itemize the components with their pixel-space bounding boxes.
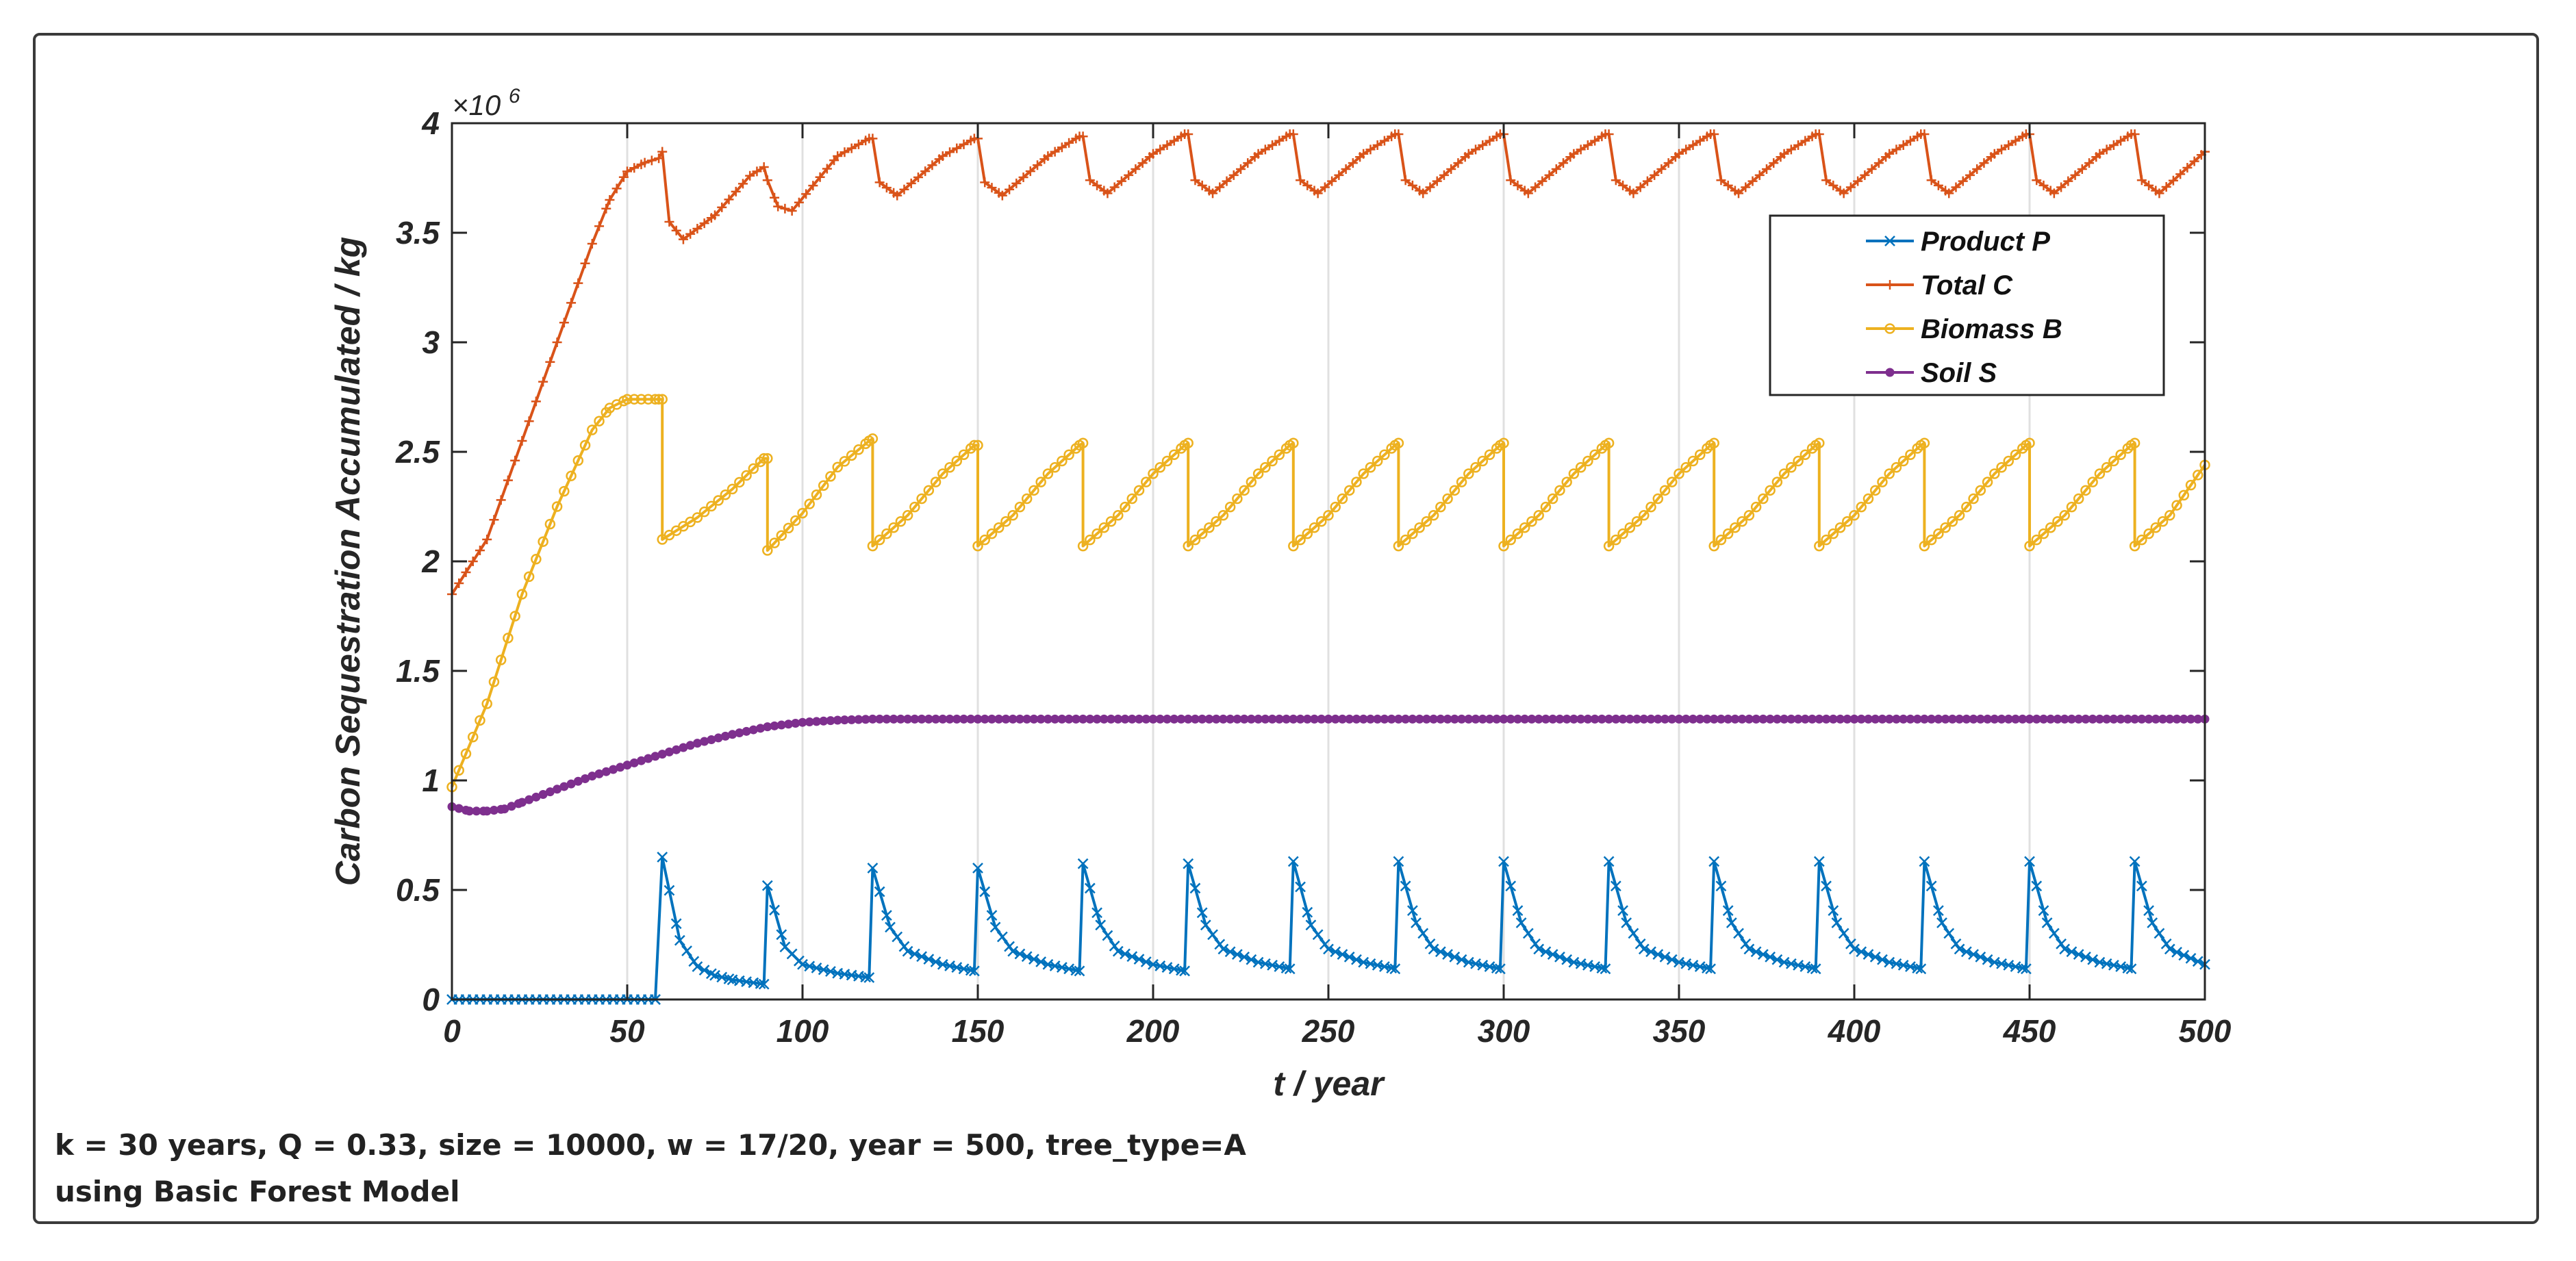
x-tick-label: 500 xyxy=(2179,1013,2232,1049)
axis-ticks: 0 50 100 150 200 250 300 350 400 450 500 0 0.5 1 1.5 2 2… xyxy=(395,105,2232,1049)
x-tick-label: 100 xyxy=(776,1013,829,1049)
series-total-c xyxy=(447,129,2210,599)
grid-lines xyxy=(626,123,2031,999)
x-tick-label: 150 xyxy=(952,1013,1005,1049)
y-tick-label: 4 xyxy=(421,105,440,141)
legend-label: Soil S xyxy=(1921,358,1997,388)
y-tick-label: 3 xyxy=(422,324,440,360)
y-tick-label: 1.5 xyxy=(396,653,440,689)
series-soil-s xyxy=(447,714,2210,816)
x-tick-label: 200 xyxy=(1126,1013,1180,1049)
y-multiplier-base: ×10 xyxy=(452,89,501,121)
legend-label: Product P xyxy=(1921,227,2050,257)
y-multiplier-exponent: 6 xyxy=(509,85,520,107)
y-tick-label: 1 xyxy=(422,763,440,798)
x-tick-label: 0 xyxy=(443,1013,461,1049)
y-tick-label: 2 xyxy=(421,544,440,579)
y-tick-label: 2.5 xyxy=(395,434,440,470)
legend-entry: Product P xyxy=(1866,227,2050,257)
y-tick-label: 0.5 xyxy=(396,872,440,908)
legend-entry: Total C xyxy=(1866,270,2013,301)
x-tick-label: 300 xyxy=(1478,1013,1530,1049)
legend-entry: Soil S xyxy=(1866,358,1997,388)
series-markers xyxy=(446,394,2210,793)
legend-entry: Biomass B xyxy=(1866,314,2062,344)
x-axis-label: t / year xyxy=(1273,1065,1385,1103)
series-markers xyxy=(447,714,2210,816)
x-tick-label: 250 xyxy=(1302,1013,1355,1049)
legend: Product P Total C Biomass B Soil S xyxy=(1769,214,2165,396)
y-axis-label: Carbon Sequestration Accumulated / kg xyxy=(329,237,367,886)
y-multiplier: ×10 6 xyxy=(452,85,520,121)
series-group xyxy=(446,129,2210,1005)
x-tick-label: 400 xyxy=(1828,1013,1881,1049)
x-tick-label: 350 xyxy=(1653,1013,1706,1049)
series-line xyxy=(451,398,2206,788)
series-biomass-b xyxy=(446,394,2210,793)
y-tick-label: 3.5 xyxy=(396,215,440,251)
legend-label: Total C xyxy=(1921,270,2013,301)
caption-parameters: k = 30 years, Q = 0.33, size = 10000, w … xyxy=(55,1128,1246,1162)
caption-model: using Basic Forest Model xyxy=(55,1175,460,1208)
legend-label: Biomass B xyxy=(1921,314,2062,344)
series-markers xyxy=(447,129,2210,599)
legend-box xyxy=(1769,214,2165,396)
y-tick-label: 0 xyxy=(422,982,440,1017)
x-tick-label: 450 xyxy=(2003,1013,2056,1049)
x-tick-label: 50 xyxy=(609,1013,645,1049)
